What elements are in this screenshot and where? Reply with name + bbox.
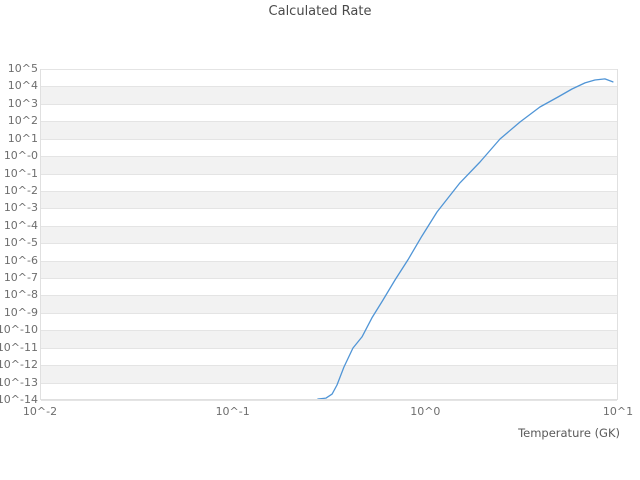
gridline <box>41 103 617 105</box>
gridline <box>41 69 617 70</box>
x-tick-label: 10^0 <box>410 405 441 418</box>
gridline <box>41 173 617 175</box>
decade-band <box>41 365 617 383</box>
gridline <box>41 260 617 262</box>
y-tick-label: 10^-12 <box>0 358 38 372</box>
y-tick-label: 10^-13 <box>0 375 38 389</box>
x-axis-title: Temperature (GK) <box>518 426 620 440</box>
decade-band <box>41 330 617 348</box>
x-tick-label: 10^-1 <box>215 405 250 418</box>
decade-band <box>41 190 617 209</box>
x-tick-label: 10^1 <box>602 405 634 418</box>
gridline <box>41 243 617 245</box>
decade-band <box>41 121 617 139</box>
gridline <box>41 121 617 123</box>
y-tick-label: 10^-10 <box>0 323 38 337</box>
y-tick-label: 10^-11 <box>0 340 38 354</box>
decade-band <box>41 86 617 104</box>
gridline <box>41 225 617 227</box>
y-tick-label: 10^-5 <box>3 236 38 250</box>
y-tick-label: 10^-3 <box>3 201 38 215</box>
decade-band <box>41 295 617 313</box>
gridline <box>41 312 617 314</box>
y-tick-label: 10^3 <box>7 96 38 110</box>
y-tick-label: 10^-9 <box>3 305 38 319</box>
y-tick-label: 10^-2 <box>3 183 38 197</box>
y-tick-label: 10^4 <box>7 79 38 93</box>
gridline <box>41 208 617 210</box>
gridline <box>41 347 617 349</box>
gridline <box>41 86 617 88</box>
y-tick-label: 10^-6 <box>3 253 38 267</box>
gridline <box>41 190 617 192</box>
gridline <box>41 365 617 367</box>
gridline <box>41 330 617 332</box>
y-tick-label: 10^-14 <box>0 393 38 406</box>
gridline <box>41 382 617 384</box>
y-tick-label: 10^2 <box>7 114 38 128</box>
decade-band <box>41 225 617 244</box>
y-tick-label: 10^-7 <box>3 271 38 285</box>
gridline <box>41 156 617 158</box>
decade-band <box>41 260 617 279</box>
y-tick-label: 10^5 <box>7 62 38 75</box>
y-tick-label: 10^-1 <box>3 166 38 180</box>
rate-curve-path <box>317 78 614 399</box>
y-tick-label: 10^-4 <box>3 218 38 232</box>
gridline <box>41 400 617 401</box>
y-tick-label: 10^-8 <box>3 288 38 302</box>
plot-area <box>40 69 618 401</box>
y-tick-label: 10^1 <box>7 131 38 145</box>
gridline <box>41 278 617 280</box>
x-tick-label: 10^-2 <box>22 405 58 418</box>
gridline <box>41 295 617 297</box>
rate-curve <box>317 78 614 399</box>
gridline <box>41 138 617 140</box>
y-tick-label: 10^-0 <box>3 149 38 163</box>
chart-title: Calculated Rate <box>268 4 372 19</box>
